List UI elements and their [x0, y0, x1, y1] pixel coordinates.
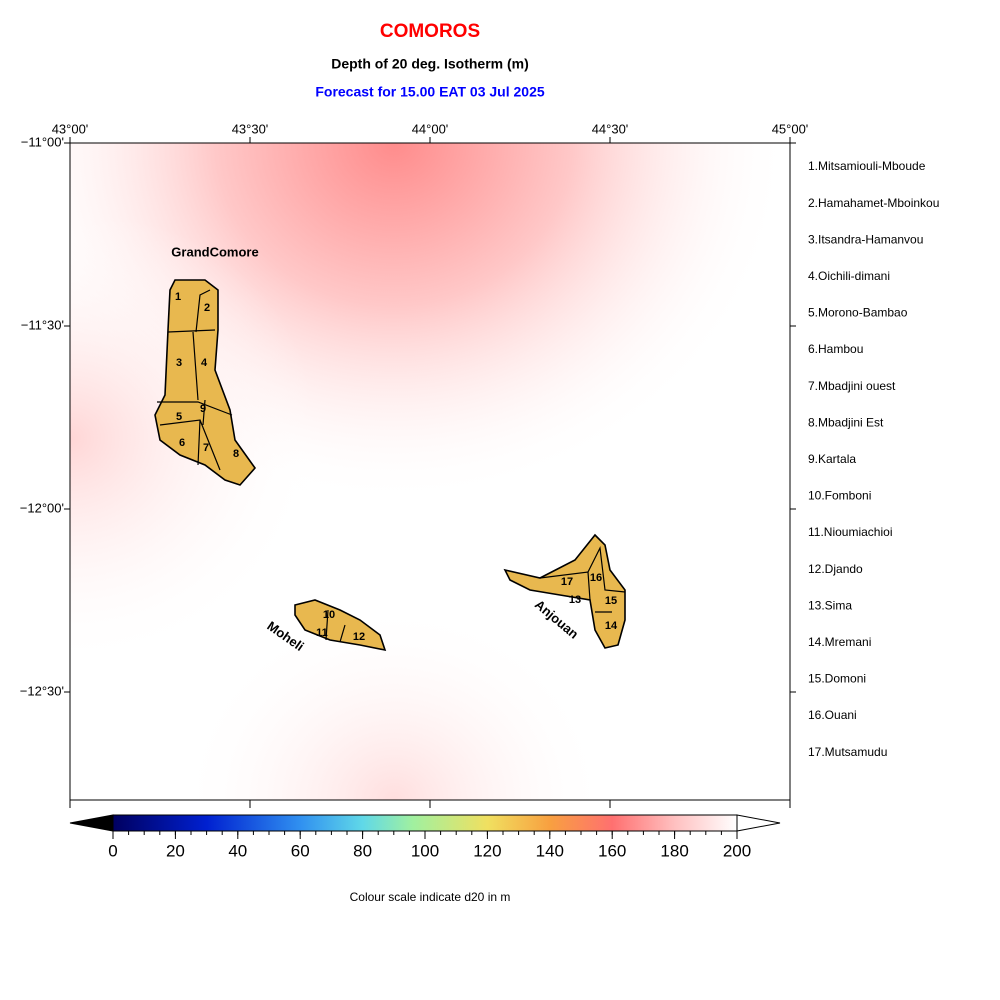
- region-number: 5: [176, 411, 182, 423]
- colorbar-tick-label: 80: [353, 841, 372, 860]
- legend-entry: 17.Mutsamudu: [808, 745, 887, 759]
- colorbar-caption: Colour scale indicate d20 in m: [350, 890, 511, 904]
- colorbar-tick-label: 140: [536, 841, 564, 860]
- legend-entry: 6.Hambou: [808, 342, 863, 356]
- legend-entry: 5.Morono-Bambao: [808, 306, 908, 320]
- lat-tick-label: −11°30': [21, 317, 64, 332]
- region-number: 2: [204, 302, 210, 314]
- region-number: 9: [200, 403, 206, 415]
- region-number: 6: [179, 437, 185, 449]
- legend-entry: 2.Hamahamet-Mboinkou: [808, 196, 939, 210]
- island-label: GrandComore: [171, 244, 258, 259]
- shade: [70, 143, 790, 800]
- legend-entry: 8.Mbadjini Est: [808, 415, 884, 429]
- border: [157, 289, 233, 471]
- legend-entry: 1.Mitsamiouli-Mboude: [808, 159, 926, 173]
- lon-tick-label: 43°30': [232, 121, 269, 136]
- region-number: 14: [605, 620, 618, 632]
- region-number: 17: [561, 576, 573, 588]
- region-number: 10: [323, 609, 335, 621]
- legend-entry: 4.Oichili-dimani: [808, 269, 890, 283]
- colorbar-tick-label: 20: [166, 841, 185, 860]
- lon-tick-label: 43°00': [52, 121, 89, 136]
- colorbar-tick-label: 60: [291, 841, 310, 860]
- region-number: 11: [316, 627, 328, 639]
- lat-tick-label: −11°00': [21, 134, 64, 149]
- region-number: 13: [569, 594, 581, 606]
- colorbar-tick-label: 200: [723, 841, 751, 860]
- colorbar-tick-label: 160: [598, 841, 626, 860]
- legend-entry: 11.Nioumiachioi: [808, 525, 893, 539]
- lon-tick-label: 44°00': [412, 121, 449, 136]
- region-number: 16: [590, 572, 602, 584]
- anjouan: [503, 533, 626, 649]
- legend-entry: 9.Kartala: [808, 452, 856, 466]
- forecast: Forecast for 15.00 EAT 03 Jul 2025: [315, 84, 545, 100]
- region-number: 15: [605, 595, 617, 607]
- region-number: 12: [353, 631, 365, 643]
- region-number: 4: [201, 357, 208, 369]
- legend-entry: 14.Mremani: [808, 635, 871, 649]
- moheli: [294, 599, 387, 652]
- colorbar: [112, 814, 738, 832]
- colorbar-tick-label: 100: [411, 841, 439, 860]
- lon-tick-label: 45°00': [772, 121, 809, 136]
- legend-entry: 15.Domoni: [808, 672, 866, 686]
- colorbar-tick-label: 120: [473, 841, 501, 860]
- lat-tick-label: −12°30': [20, 683, 64, 698]
- region-number: 7: [203, 442, 209, 454]
- legend-entry: 16.Ouani: [808, 708, 857, 722]
- colorbar-tick-label: 40: [228, 841, 247, 860]
- colorbar-under: [69, 814, 114, 832]
- colorbar-over: [736, 814, 781, 832]
- title: COMOROS: [380, 21, 480, 42]
- border: [325, 609, 346, 643]
- region-number: 3: [176, 357, 182, 369]
- legend-entry: 10.Fomboni: [808, 489, 871, 503]
- legend-entry: 7.Mbadjini ouest: [808, 379, 896, 393]
- legend-entry: 13.Sima: [808, 598, 852, 612]
- colorbar-tick-label: 180: [660, 841, 688, 860]
- legend-entry: 12.Djando: [808, 562, 863, 576]
- region-number: 8: [233, 448, 239, 460]
- colorbar-tick-label: 0: [108, 841, 117, 860]
- map: GrandComore Moheli Anjouan: [69, 142, 791, 801]
- region-number: 1: [175, 291, 181, 303]
- subtitle: Depth of 20 deg. Isotherm (m): [331, 56, 529, 72]
- border: [539, 545, 626, 613]
- boundaries: [157, 289, 626, 643]
- lat-tick-label: −12°00': [20, 500, 64, 515]
- lon-tick-label: 44°30': [592, 121, 629, 136]
- legend-entry: 3.Itsandra-Hamanvou: [808, 232, 923, 246]
